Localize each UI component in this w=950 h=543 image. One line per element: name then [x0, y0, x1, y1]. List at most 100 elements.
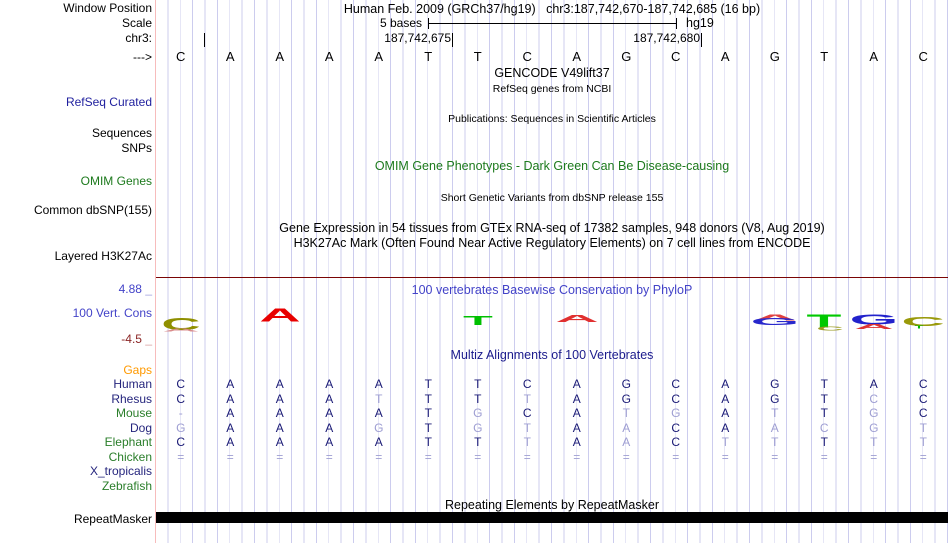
align-cell-elephant-11: C — [671, 435, 681, 450]
align-cell-elephant-9: A — [572, 435, 581, 450]
ruler-tick-670 — [204, 33, 205, 47]
conservation-track-border — [156, 277, 948, 278]
track-title-dbsnp[interactable]: Short Genetic Variants from dbSNP releas… — [440, 192, 664, 204]
scale-bar-label: 5 bases — [379, 16, 422, 30]
label-scale: Scale — [121, 16, 152, 30]
track-label-repeatmasker[interactable]: RepeatMasker — [73, 512, 152, 526]
align-cell-elephant-3: A — [275, 435, 284, 450]
align-cell-chicken-9: = — [573, 449, 581, 464]
align-cell-rhesus-10: G — [621, 391, 631, 406]
track-title-multiz[interactable]: Multiz Alignments of 100 Vertebrates — [450, 348, 654, 362]
align-cell-chicken-5: = — [375, 449, 383, 464]
align-cell-elephant-10: A — [622, 435, 631, 450]
phylop-glyph-letter: T — [806, 311, 842, 333]
align-cell-mouse-14: T — [820, 406, 828, 421]
label-separator-line — [155, 0, 156, 543]
align-cell-rhesus-7: T — [474, 391, 482, 406]
track-label-sequences[interactable]: Sequences — [91, 126, 152, 140]
align-cell-human-7: T — [474, 377, 482, 392]
align-cell-rhesus-11: C — [671, 391, 681, 406]
align-cell-chicken-8: = — [523, 449, 531, 464]
ruler-base-16: C — [918, 49, 928, 64]
align-cell-rhesus-6: T — [424, 391, 432, 406]
align-cell-human-16: C — [918, 377, 928, 392]
track-title-gtex[interactable]: Gene Expression in 54 tissues from GTEx … — [279, 221, 825, 235]
align-cell-chicken-12: = — [721, 449, 729, 464]
align-cell-elephant-7: T — [474, 435, 482, 450]
align-cell-dog-9: A — [572, 420, 581, 435]
coordinate-right: 187,742,680 — [633, 31, 700, 45]
align-cell-dog-16: T — [919, 420, 927, 435]
multiz-species-label-gaps[interactable]: Gaps — [123, 363, 152, 377]
track-title-repeatmasker[interactable]: Repeating Elements by RepeatMasker — [444, 498, 659, 512]
ruler-base-3: A — [275, 49, 285, 64]
align-cell-rhesus-2: A — [226, 391, 235, 406]
align-cell-rhesus-8: T — [523, 391, 531, 406]
align-cell-dog-7: G — [473, 420, 483, 435]
ruler-base-9: A — [572, 49, 582, 64]
align-cell-rhesus-1: C — [176, 391, 186, 406]
track-title-conservation[interactable]: 100 vertebrates Basewise Conservation by… — [411, 283, 693, 297]
multiz-species-label-mouse[interactable]: Mouse — [115, 406, 152, 421]
track-label-layered-h3k27ac[interactable]: Layered H3K27Ac — [54, 249, 152, 263]
align-cell-human-10: G — [621, 377, 631, 392]
align-cell-mouse-10: T — [622, 406, 630, 421]
align-cell-mouse-3: A — [275, 406, 284, 421]
align-cell-dog-11: C — [671, 420, 681, 435]
align-cell-mouse-12: A — [721, 406, 730, 421]
genome-assembly-label: hg19 — [686, 16, 714, 30]
phylop-glyph-letter: C — [816, 325, 844, 333]
multiz-species-label-dog[interactable]: Dog — [129, 420, 152, 435]
track-label-refseq-curated[interactable]: RefSeq Curated — [65, 95, 152, 109]
phylop-glyph-letter: C — [901, 314, 945, 330]
phylop-glyph-letter: A — [259, 305, 301, 327]
align-cell-rhesus-14: T — [820, 391, 828, 406]
ruler-base-6: T — [424, 49, 433, 64]
track-title-omim[interactable]: OMIM Gene Phenotypes - Dark Green Can Be… — [374, 159, 730, 173]
multiz-species-label-rhesus[interactable]: Rhesus — [111, 391, 152, 406]
align-cell-mouse-13: T — [771, 406, 779, 421]
align-cell-human-11: C — [671, 377, 681, 392]
align-cell-rhesus-16: C — [918, 391, 928, 406]
scale-bar-left-tick — [428, 18, 429, 29]
multiz-species-label-x_tropicalis[interactable]: X_tropicalis — [89, 464, 152, 479]
align-cell-chicken-10: = — [622, 449, 630, 464]
align-cell-chicken-4: = — [325, 449, 333, 464]
align-cell-dog-15: G — [869, 420, 879, 435]
track-label-common-dbsnp[interactable]: Common dbSNP(155) — [33, 203, 152, 217]
conservation-scale-max: 4.88 _ — [118, 282, 152, 296]
track-title-publications[interactable]: Publications: Sequences in Scientific Ar… — [448, 113, 656, 125]
align-cell-rhesus-3: A — [275, 391, 284, 406]
track-label-omim-genes[interactable]: OMIM Genes — [80, 174, 152, 188]
phylop-glyph-letter: T — [914, 324, 924, 330]
track-title-gencode[interactable]: GENCODE V49lift37 — [494, 66, 610, 80]
base-position-gridlines — [156, 0, 949, 543]
ruler-base-12: A — [720, 49, 730, 64]
ruler-tick-680 — [701, 33, 702, 47]
align-cell-rhesus-5: T — [375, 391, 383, 406]
ruler-base-1: C — [176, 49, 186, 64]
track-title-refseq[interactable]: RefSeq genes from NCBI — [492, 83, 612, 95]
multiz-species-label-zebrafish[interactable]: Zebrafish — [101, 478, 152, 493]
track-title-h3k27ac[interactable]: H3K27Ac Mark (Often Found Near Active Re… — [293, 236, 811, 250]
align-cell-rhesus-15: C — [869, 391, 879, 406]
ruler-base-15: A — [869, 49, 879, 64]
align-cell-mouse-5: A — [374, 406, 383, 421]
multiz-species-label-elephant[interactable]: Elephant — [104, 435, 152, 450]
repeatmasker-element-bar[interactable] — [156, 512, 948, 523]
align-cell-elephant-6: T — [424, 435, 432, 450]
phylop-glyph-letter: G — [750, 316, 800, 328]
align-cell-mouse-15: G — [869, 406, 879, 421]
track-label-snps[interactable]: SNPs — [121, 141, 152, 155]
ruler-base-2: A — [225, 49, 235, 64]
align-cell-elephant-5: A — [374, 435, 383, 450]
multiz-species-label-chicken[interactable]: Chicken — [108, 449, 152, 464]
align-cell-dog-10: A — [622, 420, 631, 435]
multiz-species-label-human[interactable]: Human — [113, 377, 152, 392]
phylop-glyph-letter: C — [161, 315, 201, 335]
align-cell-elephant-15: T — [870, 435, 878, 450]
track-label-100-vert-cons[interactable]: 100 Vert. Cons — [72, 306, 152, 320]
align-cell-dog-4: A — [325, 420, 334, 435]
phylop-glyph-letter: T — [462, 313, 493, 329]
ruler-base-14: T — [820, 49, 829, 64]
